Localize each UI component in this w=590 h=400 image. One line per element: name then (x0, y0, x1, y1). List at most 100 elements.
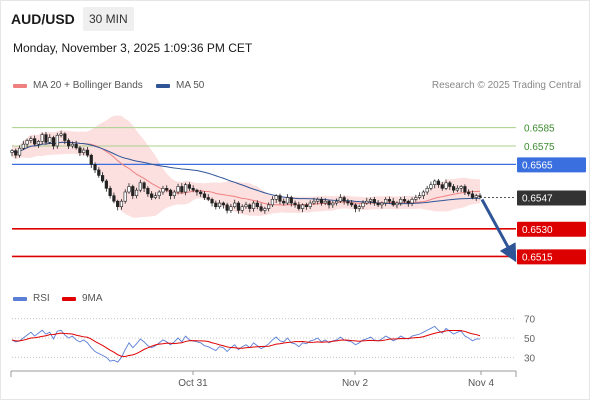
candle (455, 185, 459, 193)
candle-body (301, 204, 305, 209)
candle-body (221, 202, 225, 206)
rsi-tick-50: 50 (524, 334, 536, 345)
candle-body (40, 134, 44, 142)
candle-body (51, 137, 56, 147)
candle-body (25, 140, 29, 145)
legend-ma50-label: MA 50 (176, 80, 205, 91)
candle (429, 181, 433, 191)
rsi-ma-line (11, 329, 481, 357)
level-labels: 0.6585 0.6575 0.6565 0.6530 0.6515 0.6547 (517, 124, 586, 265)
candle-body (263, 208, 267, 211)
candle (308, 200, 312, 210)
candle-body (33, 138, 37, 145)
forecast-arrow-line (480, 198, 517, 263)
candle (187, 182, 191, 192)
legend-ma20-swatch (13, 83, 27, 88)
level-label-0.6565: 0.6565 (522, 160, 553, 171)
candle (444, 179, 448, 191)
candle (199, 189, 203, 197)
candle-body (67, 140, 71, 147)
candle-body (240, 206, 244, 211)
candle-body (142, 182, 146, 189)
price-levels (12, 127, 516, 258)
legend-rsi-ma: 9MA (62, 293, 103, 304)
candle (134, 187, 139, 199)
candle-body (463, 186, 467, 193)
candle-body (123, 191, 127, 202)
candle-body (297, 204, 301, 209)
candle (470, 190, 475, 200)
candle (319, 196, 324, 206)
candle (316, 197, 320, 205)
timeframe-badge[interactable]: 30 MIN (83, 7, 134, 31)
candle (240, 204, 244, 214)
candle (131, 184, 135, 200)
candle (270, 196, 275, 207)
candle (263, 206, 267, 214)
candle (17, 145, 22, 158)
candle (150, 191, 154, 200)
candle-body (436, 180, 441, 185)
candle (89, 153, 93, 169)
candle (251, 200, 256, 212)
candle (97, 167, 101, 178)
candle (467, 189, 471, 197)
candle (293, 200, 297, 208)
candle (334, 198, 339, 206)
candle (180, 183, 184, 194)
candle-body (319, 199, 324, 204)
candle-body (176, 186, 180, 193)
candle-body (448, 182, 452, 187)
candle (353, 203, 358, 213)
candle (36, 139, 41, 148)
candle-body (342, 197, 346, 202)
candle-body (368, 199, 373, 202)
candle (93, 162, 97, 173)
candle (70, 141, 74, 149)
level-label-0.6575: 0.6575 (524, 142, 555, 153)
candle (451, 184, 456, 193)
candle-body (331, 202, 335, 206)
legend-rsi-ma-swatch (62, 296, 76, 301)
candle (425, 185, 429, 195)
candle (357, 204, 361, 212)
candle (202, 191, 207, 200)
candle-body (187, 184, 191, 189)
candle-body (444, 182, 448, 189)
candle-body (214, 202, 218, 208)
candle-body (357, 206, 361, 209)
candle-body (350, 202, 354, 206)
candle-body (248, 204, 252, 209)
legend-ma50-swatch (156, 83, 170, 88)
candle-body (406, 200, 410, 204)
candle (346, 198, 350, 206)
candle (274, 194, 278, 204)
candle (221, 201, 225, 209)
candle (112, 192, 116, 204)
rsi-tick-70: 70 (524, 315, 536, 326)
candle (297, 201, 301, 211)
candle-body (376, 202, 380, 206)
candle-body (304, 204, 308, 208)
candle (10, 149, 14, 157)
candle (123, 189, 127, 204)
candle (100, 172, 105, 183)
candle-body (380, 202, 384, 206)
candle-body (418, 195, 422, 198)
rsi-line (11, 325, 480, 363)
candle-body (85, 149, 90, 156)
candle (116, 199, 120, 211)
level-label-0.6515: 0.6515 (522, 252, 553, 263)
candle-body (459, 186, 463, 189)
candle-body (293, 202, 297, 206)
candle-body (100, 175, 105, 182)
candle-body (233, 202, 237, 208)
candle (48, 134, 52, 145)
candle (402, 196, 407, 204)
candle-body (229, 206, 233, 211)
time-tick-label: Oct 31 (178, 378, 208, 389)
level-label-0.6530: 0.6530 (522, 225, 553, 236)
candle-body (191, 188, 195, 191)
current-price-tag (517, 190, 586, 206)
